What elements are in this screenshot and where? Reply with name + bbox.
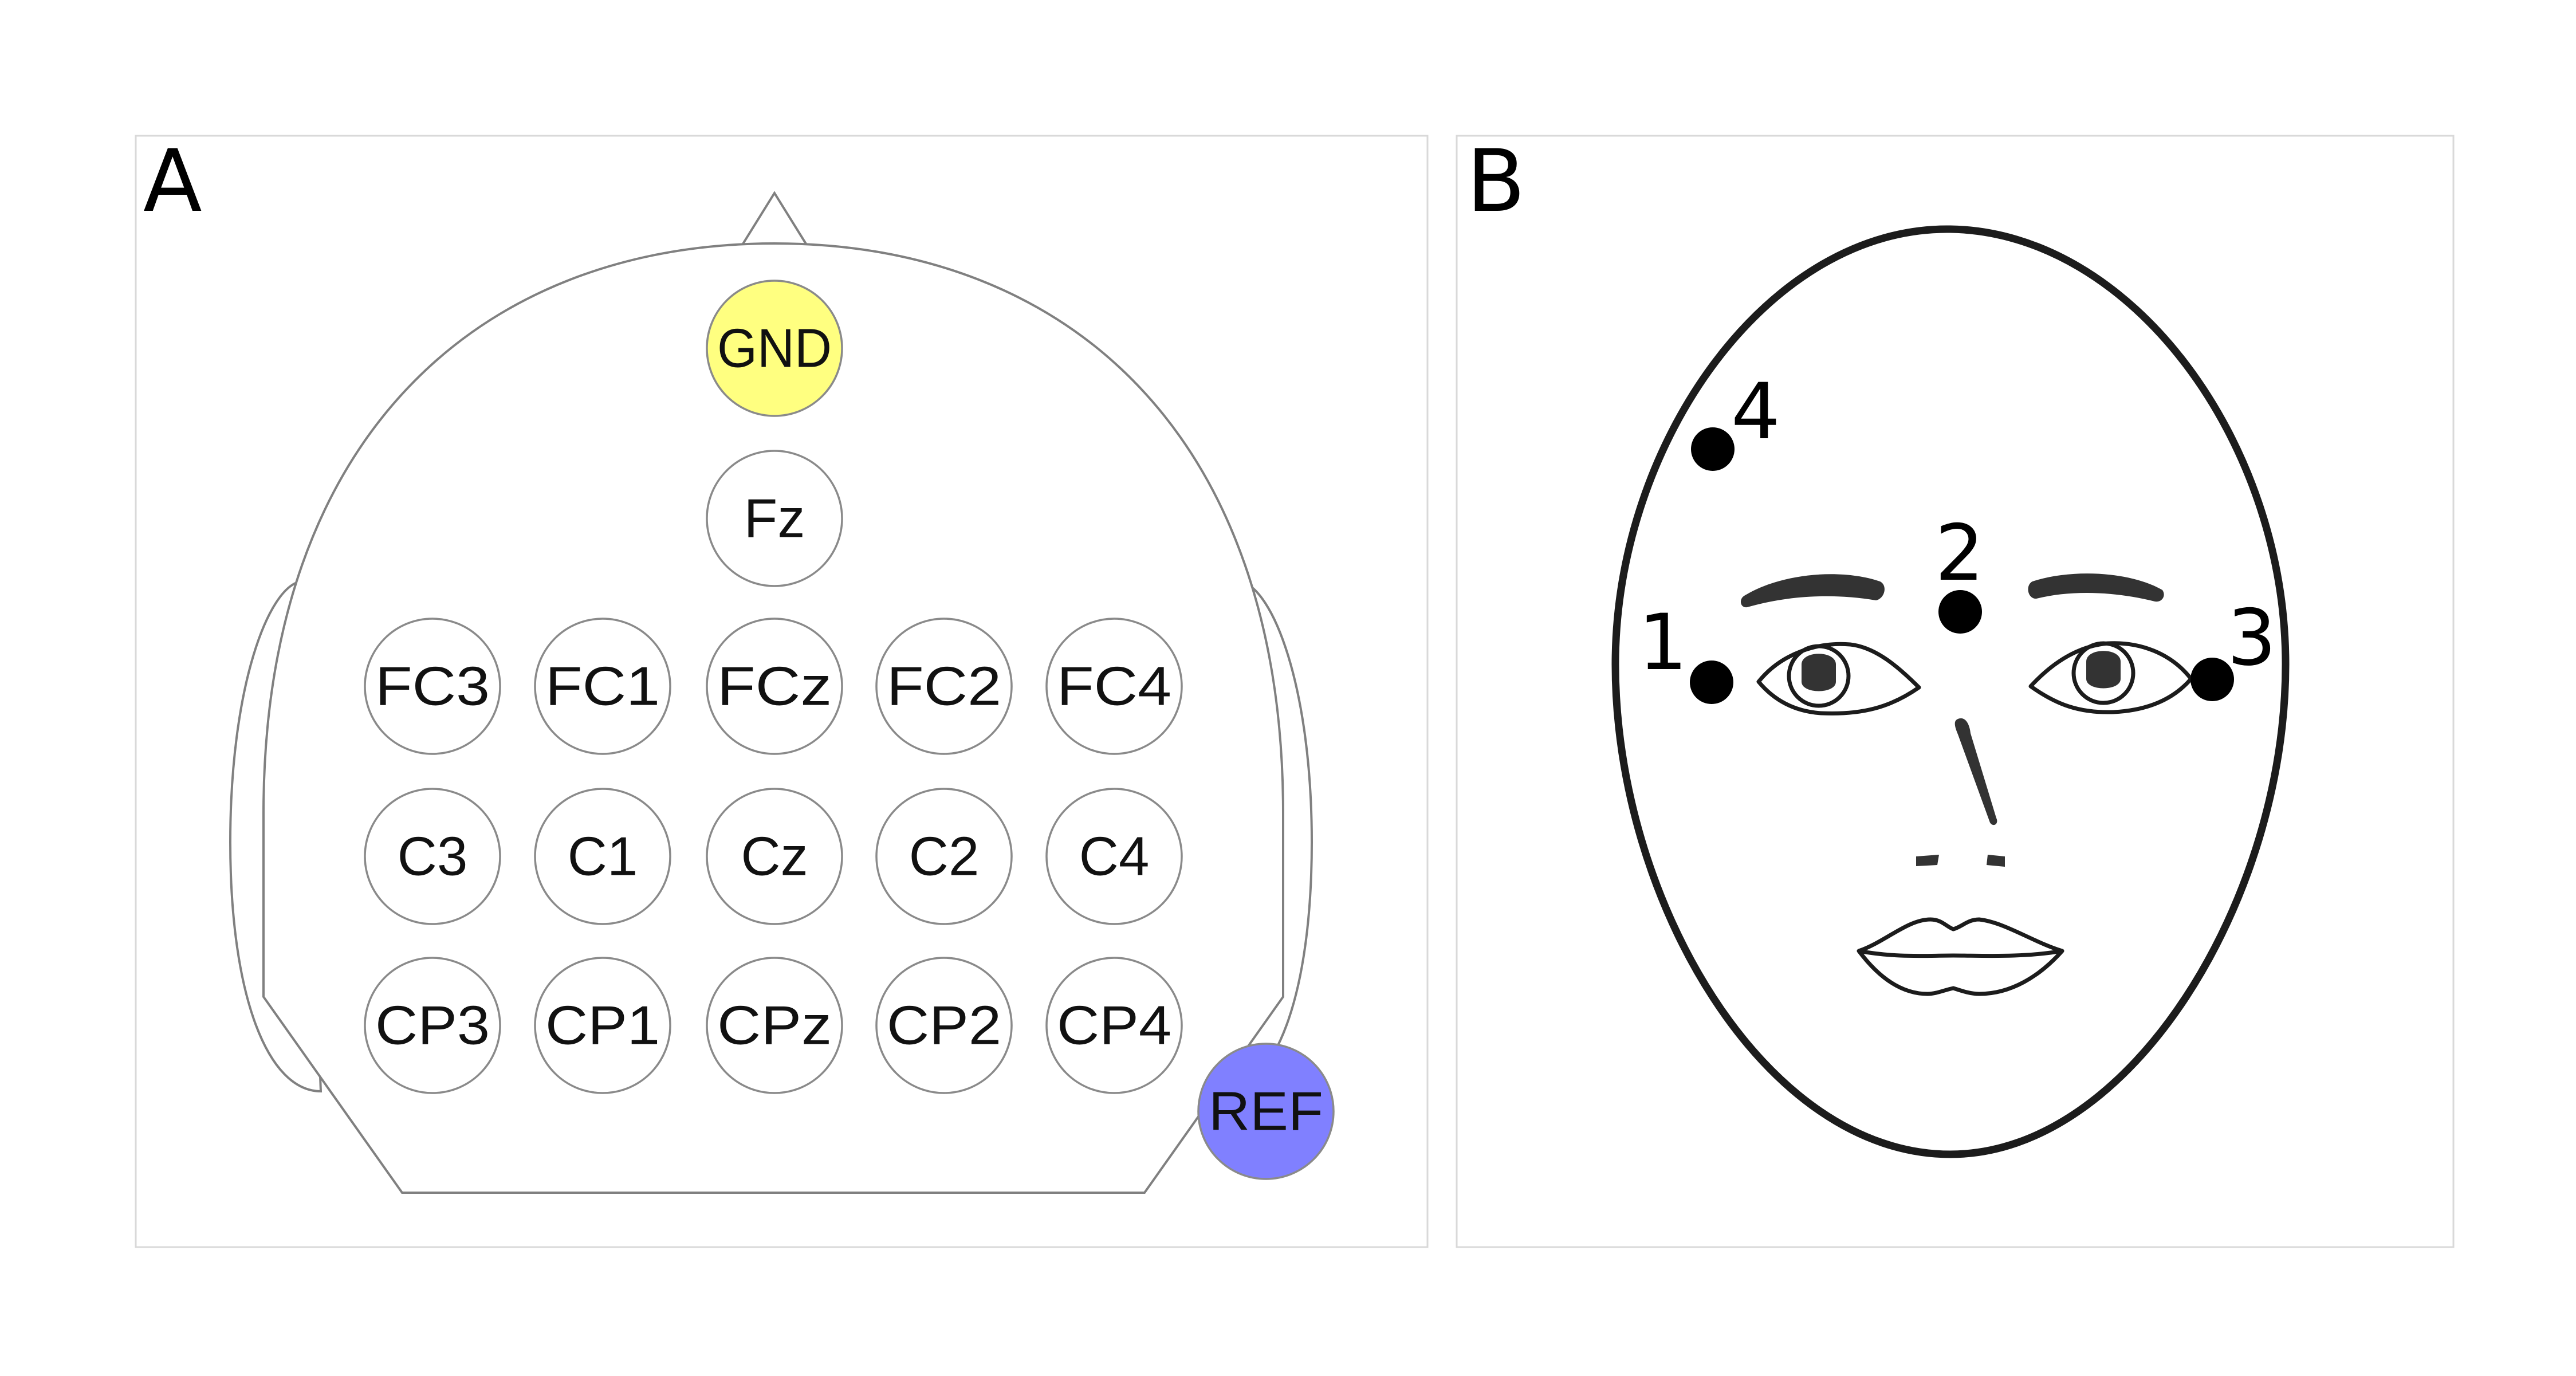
electrode-cp3: CP3 <box>364 957 501 1094</box>
face-drawing <box>1611 225 2290 1158</box>
panel-b: B 1 2 3 <box>1456 132 2455 1248</box>
electrode-fc4-circle <box>1045 618 1183 755</box>
mouth <box>1857 917 2064 996</box>
electrode-c3: C3 <box>364 788 501 925</box>
panel-b-letter: B <box>1466 132 1525 231</box>
electrode-fz-label: Fz <box>744 488 805 549</box>
electrode-fz: Fz <box>706 450 843 587</box>
left-eyebrow <box>1740 574 1885 608</box>
electrode-fc1: FC1 <box>534 618 671 755</box>
right-eyebrow <box>2028 573 2164 602</box>
electrode-fc3-label: FC3 <box>375 656 490 717</box>
electrode-fc1-label: FC1 <box>545 656 660 717</box>
site-3-dot <box>2190 658 2234 701</box>
electrode-cz-label: Cz <box>741 826 808 887</box>
electrode-fc2-label: FC2 <box>887 656 1001 717</box>
electrode-fcz-label: FCz <box>717 656 832 717</box>
panel-b-frame <box>1456 135 2455 1248</box>
electrode-fcz: FCz <box>706 618 843 755</box>
electrode-ref-label: REF <box>1209 1081 1323 1142</box>
electrode-c4: C4 <box>1045 788 1183 925</box>
left-nostril <box>1916 855 1939 866</box>
recording-sites: 1 2 3 4 <box>1638 367 2276 704</box>
site-2-label: 2 <box>1935 508 1984 598</box>
nose-line <box>1954 718 1997 825</box>
panel-a-letter: A <box>143 132 202 231</box>
electrode-c1-circle <box>534 788 671 925</box>
electrode-cp2-label: CP2 <box>887 995 1001 1056</box>
electrode-c4-circle <box>1045 788 1183 925</box>
electrode-c2-circle <box>875 788 1013 925</box>
electrode-cp1-circle <box>534 957 671 1094</box>
electrode-gnd-circle <box>706 280 843 417</box>
site-1-dot <box>1690 661 1733 704</box>
site-3-label: 3 <box>2227 593 2276 683</box>
electrode-cp3-circle <box>364 957 501 1094</box>
electrode-cpz-circle <box>706 957 843 1094</box>
face-outline <box>1611 225 2290 1158</box>
electrode-cpz-label: CPz <box>717 995 832 1056</box>
electrode-c1: C1 <box>534 788 671 925</box>
electrode-fz-circle <box>706 450 843 587</box>
left-eye <box>1756 642 1921 715</box>
right-nostril <box>1987 855 2005 867</box>
electrode-cp2: CP2 <box>875 957 1013 1094</box>
electrode-gnd: GND <box>706 280 843 417</box>
electrode-fc1-circle <box>534 618 671 755</box>
electrode-cpz: CPz <box>706 957 843 1094</box>
electrode-fc3: FC3 <box>364 618 501 755</box>
electrode-cp1: CP1 <box>534 957 671 1094</box>
electrode-cp4-circle <box>1045 957 1183 1094</box>
electrode-c2-label: C2 <box>909 826 980 887</box>
electrode-fc4: FC4 <box>1045 618 1183 755</box>
electrode-cp2-circle <box>875 957 1013 1094</box>
electrode-c1-label: C1 <box>568 826 638 887</box>
electrode-ref: REF <box>1197 1043 1335 1180</box>
site-4-label: 4 <box>1731 367 1780 457</box>
electrode-cz: Cz <box>706 788 843 925</box>
electrode-cp4: CP4 <box>1045 957 1183 1094</box>
electrode-gnd-label: GND <box>717 318 832 379</box>
electrode-fc3-circle <box>364 618 501 755</box>
electrode-fc2: FC2 <box>875 618 1013 755</box>
electrode-fc4-label: FC4 <box>1057 656 1171 717</box>
site-1-label: 1 <box>1638 597 1688 687</box>
site-2-dot <box>1938 590 1982 634</box>
panel-a: A GND Fz FC3 FC1 FCz FC2 FC4 C3 C1 Cz C2 C4 CP3 CP1 CP… <box>135 132 1429 1248</box>
electrode-c2: C2 <box>875 788 1013 925</box>
electrode-c3-label: C3 <box>398 826 468 887</box>
electrode-fc2-circle <box>875 618 1013 755</box>
electrode-cp1-label: CP1 <box>545 995 660 1056</box>
electrode-ref-circle <box>1197 1043 1335 1180</box>
electrode-layer: GND Fz FC3 FC1 FCz FC2 FC4 C3 C1 Cz C2 C4 CP3 CP1 CPz C… <box>364 280 1335 1180</box>
electrode-c4-label: C4 <box>1079 826 1150 887</box>
electrode-cp3-label: CP3 <box>375 995 490 1056</box>
electrode-cp4-label: CP4 <box>1057 995 1171 1056</box>
electrode-cz-circle <box>706 788 843 925</box>
site-4-dot <box>1691 427 1735 471</box>
electrode-c3-circle <box>364 788 501 925</box>
electrode-fcz-circle <box>706 618 843 755</box>
